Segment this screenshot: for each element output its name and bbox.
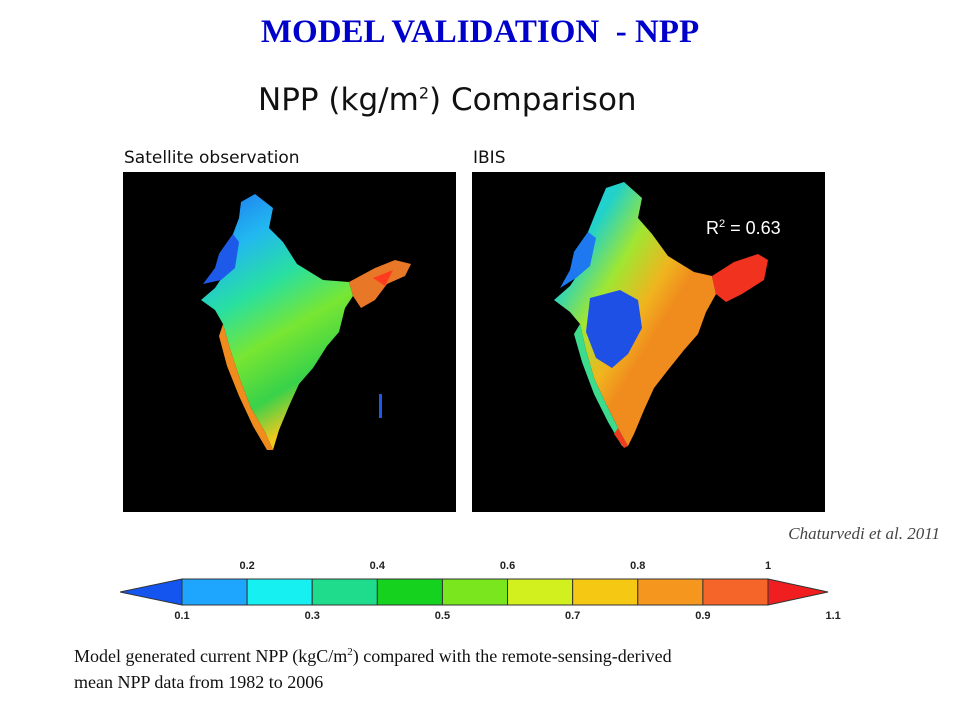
figure-title-sup: 2 [418,83,429,103]
citation: Chaturvedi et al. 2011 [788,524,940,543]
colorbar-segment [441,578,509,606]
colorbar-tick-label: 0.1 [174,610,190,622]
colorbar-tick-label: 0.6 [499,560,516,572]
colorbar-arrow-high [767,578,829,606]
colorbar-segment [637,578,704,606]
colorbar-tick-label: 0.8 [630,560,646,572]
colorbar-segment [572,578,639,606]
northeast-region [712,254,768,302]
satellite-map [201,194,411,450]
r-squared-sup: 2 [719,218,726,230]
figure-title-text: NPP (kg/m [258,82,419,118]
colorbar-segment [702,578,769,606]
india-landmass [201,194,353,450]
satellite-map-panel [123,172,456,512]
colorbar-segment [181,578,248,606]
colorbar-tick-label: 0.2 [239,560,255,572]
colorbar-tick-label: 1.1 [825,610,841,622]
colorbar [120,578,829,606]
central-low-npp [586,290,642,368]
caption-sup: 2 [347,646,353,658]
caption-line1-post: ) compared with the remote-sensing-deriv… [352,646,672,666]
caption: Model generated current NPP (kgC/m2) com… [74,639,904,695]
colorbar-segment [246,578,313,606]
northwest-low-npp [203,234,239,284]
colorbar-tick-label: 0.7 [565,610,581,622]
ibis-map-panel [472,172,825,512]
west-coast-strip [219,324,273,450]
slide-title: MODEL VALIDATION - NPP [260,14,700,50]
r-squared-value: = 0.63 [725,218,781,238]
ibis-map [554,182,768,448]
panel-label-satellite: Satellite observation [124,148,300,168]
colorbar-tick-label: 0.5 [434,610,451,622]
r-squared-prefix: R [706,218,719,238]
caption-line2: mean NPP data from 1982 to 2006 [74,672,324,692]
colorbar-tick-label: 0.4 [369,560,385,572]
colorbar-segment [507,578,574,606]
panel-label-ibis: IBIS [473,148,506,168]
northwest-low-npp [560,232,596,288]
west-coast-strip [574,324,628,446]
figure-title: NPP (kg/m2) Comparison [258,82,637,118]
colorbar-tick-label: 0.9 [695,610,711,622]
colorbar-tick-label: 0.3 [304,610,320,622]
colorbar-tick-label: 1 [764,560,772,572]
r-squared-label: R2 = 0.63 [706,218,781,239]
colorbar-segment [311,578,378,606]
colorbar-arrow-low [120,578,183,606]
northeast-region [349,260,411,308]
figure-title-tail: ) Comparison [429,82,637,118]
caption-line1-pre: Model generated current NPP (kgC/m [74,646,348,666]
colorbar-segment [376,578,443,606]
